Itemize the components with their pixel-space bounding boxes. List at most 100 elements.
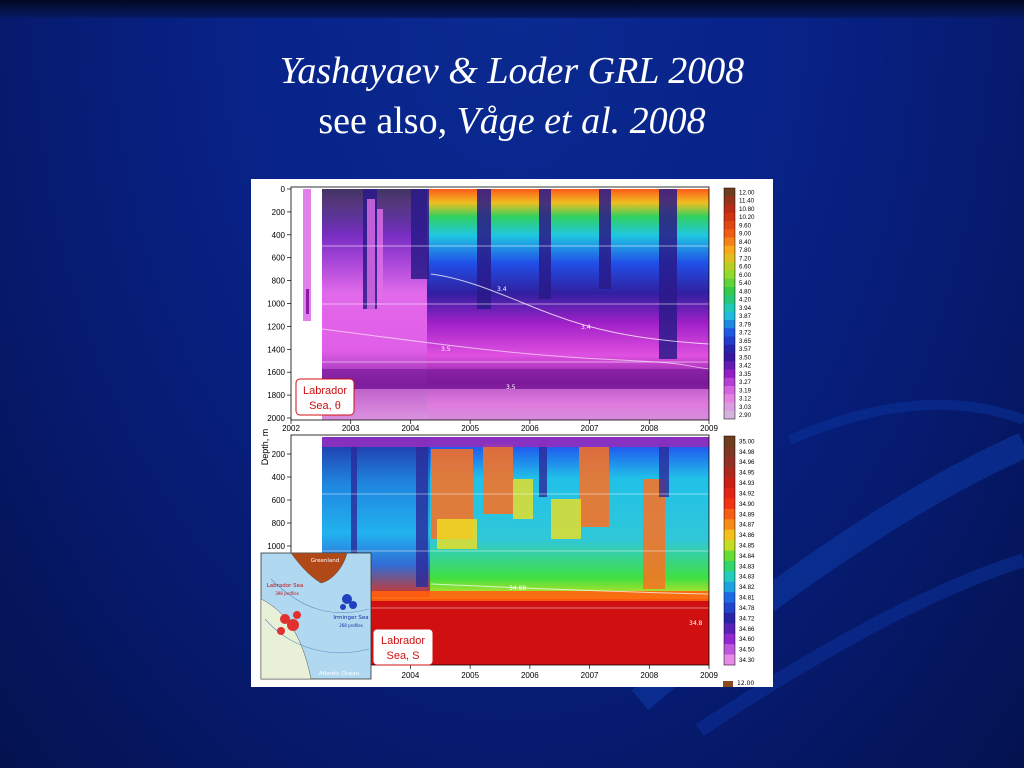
salinity-colorbar-swatch — [724, 654, 735, 666]
salinity-colorbar-label: 34.96 — [739, 459, 755, 466]
salinity-colorbar-swatch — [724, 519, 735, 530]
theta-x-tick-label: 2002 — [282, 424, 300, 433]
salinity-colorbar-label: 34.93 — [739, 480, 755, 487]
theta-colorbar-swatch — [724, 245, 735, 255]
salinity-colorbar-label: 34.82 — [739, 584, 755, 591]
salinity-contour — [430, 583, 710, 595]
salinity-x-tick-label: 2005 — [461, 671, 479, 680]
salinity-colorbar-label: 34.66 — [739, 626, 755, 633]
theta-colorbar-label: 3.72 — [739, 330, 752, 337]
theta-colorbar-label: 3.03 — [739, 404, 752, 411]
salinity-colorbar-swatch — [724, 529, 735, 541]
salinity-contour-label: 34.8 — [689, 620, 703, 627]
theta-colorbar-label: 4.80 — [739, 288, 752, 295]
salinity-colorbar-swatch — [724, 602, 735, 614]
theta-colorbar-label: 3.79 — [739, 321, 752, 328]
theta-x-tick-label: 2009 — [700, 424, 718, 433]
salinity-x-ticks: 2004 2005 2006 2007 2008 2009 — [402, 665, 718, 680]
inset-atlantic-label: Atlantic Ocean — [319, 671, 360, 677]
theta-colorbar-swatch — [724, 287, 735, 296]
theta-y-tick-label: 1600 — [267, 368, 285, 377]
top-band — [0, 0, 1024, 18]
salinity-colorbar-swatch — [724, 488, 735, 499]
theta-colorbar-swatch — [724, 410, 735, 420]
salinity-colorbar-label: 34.85 — [739, 542, 755, 549]
salinity-y-ticks: 200 400 600 800 1000 — [267, 450, 291, 551]
theta-x-tick-label: 2003 — [342, 424, 360, 433]
inset-labrador-profiles-label: 398 profiles — [275, 591, 299, 596]
theta-colorbar-swatch — [724, 394, 735, 403]
theta-y-tick-label: 1800 — [267, 391, 285, 400]
salinity-colorbar-label: 34.84 — [739, 553, 755, 560]
theta-x-tick-label: 2004 — [402, 424, 420, 433]
salinity-colorbar-label: 35.00 — [739, 438, 755, 445]
theta-y-tick-label: 2000 — [267, 414, 285, 423]
inset-labrador-profiles-dots — [277, 611, 301, 635]
salinity-colorbar-swatch — [724, 612, 735, 624]
salinity-colorbar: 35.00 34.98 34.96 34.95 34.93 34.92 34.90 34.89… — [723, 435, 755, 666]
inset-labrador-sea-label: Labrador Sea — [267, 583, 304, 589]
salinity-contour-label: 34.88 — [509, 585, 526, 592]
theta-colorbar-label: 3.42 — [739, 363, 752, 370]
theta-colorbar-label: 7.20 — [739, 255, 752, 262]
salinity-colorbar-label: 34.50 — [739, 647, 755, 654]
theta-contour-2 — [321, 328, 710, 370]
theta-y-tick-label: 0 — [281, 185, 286, 194]
salinity-colorbar-swatch — [724, 550, 735, 562]
theta-colorbar-swatch — [724, 204, 735, 214]
salinity-colorbar-label: 34.92 — [739, 490, 755, 497]
salinity-surface-band — [322, 437, 709, 447]
theta-colorbar-swatch — [724, 196, 735, 205]
theta-colorbar-label: 11.40 — [739, 198, 755, 205]
salinity-y-tick-label: 1000 — [267, 542, 285, 551]
salinity-colorbar-label: 34.30 — [739, 657, 755, 664]
theta-x-tick-label: 2008 — [640, 424, 658, 433]
theta-bottom-band — [322, 389, 709, 420]
salinity-colorbar-label: 34.83 — [739, 563, 755, 570]
theta-panel-label-line1: Labrador — [303, 385, 347, 397]
theta-early-stripe — [303, 189, 311, 321]
theta-x-tick-label: 2007 — [581, 424, 599, 433]
theta-grid — [322, 245, 709, 363]
theta-colorbar-swatch — [724, 303, 735, 313]
theta-colorbar-label: 9.00 — [739, 231, 752, 238]
theta-colorbar-swatch — [724, 188, 735, 197]
theta-colorbar-label: 6.00 — [739, 272, 752, 279]
salinity-colorbar-label: 34.72 — [739, 615, 755, 622]
figure-svg: 3.5 3.5 3.4 3.4 0 200 400 600 800 1000 1200 140… — [260, 185, 755, 687]
salinity-panel-label-line1: Labrador — [381, 635, 425, 647]
theta-panel-label-line2: Sea, θ — [309, 400, 341, 412]
salinity-x-tick-label: 2009 — [700, 671, 718, 680]
theta-contour-label: 3.4 — [581, 324, 591, 331]
salinity-colorbar-frame — [723, 435, 736, 666]
theta-colorbar-label: 3.94 — [739, 305, 752, 312]
theta-contour-label: 3.4 — [497, 286, 507, 293]
theta-contour-1 — [430, 273, 710, 345]
salinity-colorbar-swatch — [724, 498, 735, 510]
theta-colorbar-label: 10.20 — [739, 214, 755, 221]
theta-colorbar-label: 5.40 — [739, 280, 752, 287]
salinity-colorbar-label: 34.90 — [739, 501, 755, 508]
theta-colorbar-label: 7.80 — [739, 247, 752, 254]
theta-panel: 3.5 3.5 3.4 3.4 0 200 400 600 800 1000 1200 140… — [267, 185, 755, 433]
theta-colorbar-swatch — [724, 295, 735, 304]
inset-irminger-sea-label: Irminger Sea — [333, 615, 368, 621]
theta-colorbar-swatch — [724, 262, 735, 271]
salinity-colorbar-swatch — [724, 467, 735, 478]
theta-y-tick-label: 1400 — [267, 345, 285, 354]
salinity-colorbar-swatch — [724, 592, 735, 603]
theta-colorbar-label: 4.20 — [739, 297, 752, 304]
salinity-colorbar-label: 34.60 — [739, 636, 755, 643]
salinity-y-tick-label: 600 — [272, 496, 286, 505]
theta-colorbar-label: 8.40 — [739, 239, 752, 246]
theta-y-ticks: 0 200 400 600 800 1000 1200 1400 1600 1800 2000 — [267, 185, 291, 423]
theta-contour-label: 3.5 — [506, 384, 516, 391]
salinity-yellow-patches — [437, 479, 581, 549]
salinity-y-tick-label: 800 — [272, 519, 286, 528]
inset-greenland-land — [290, 552, 348, 584]
salinity-y-tick-label: 200 — [272, 450, 286, 459]
salinity-x-tick-label: 2008 — [640, 671, 658, 680]
salinity-colorbar-swatch — [724, 477, 735, 489]
salinity-colorbar-swatch — [724, 446, 735, 458]
